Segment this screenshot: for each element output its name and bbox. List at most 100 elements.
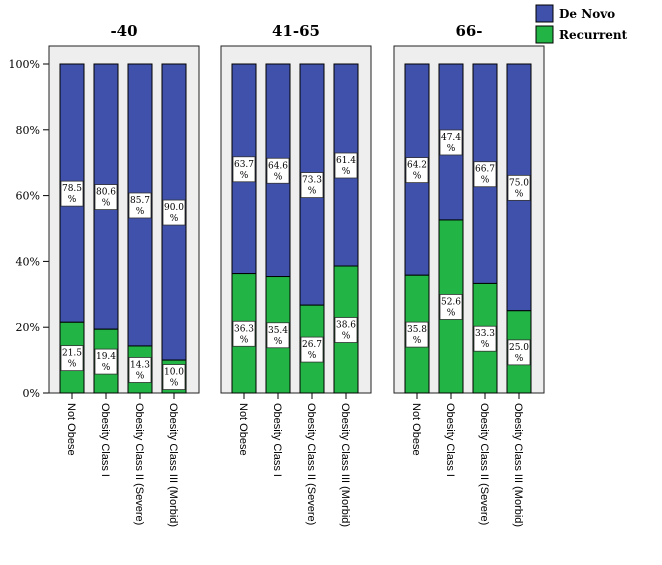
data-label-recurrent-value: 26.7 <box>302 340 322 350</box>
data-label-de-novo-unit: % <box>68 195 77 205</box>
data-label-recurrent-unit: % <box>342 332 351 342</box>
data-label-recurrent-box <box>60 345 84 372</box>
x-tick-label: Obesity Class I <box>99 403 111 477</box>
data-label-recurrent-box <box>405 321 429 348</box>
data-label-recurrent-value: 36.3 <box>234 324 254 334</box>
data-label-recurrent-value: 35.4 <box>268 326 288 336</box>
data-label-recurrent-box <box>232 320 256 347</box>
data-label-de-novo: 47.4% <box>439 129 463 156</box>
data-label-recurrent-unit: % <box>170 379 179 389</box>
x-tick-label: Obesity Class III (Morbid) <box>339 403 351 527</box>
data-label-de-novo: 66.7% <box>473 161 497 188</box>
data-label-de-novo-box <box>300 172 324 198</box>
data-label-recurrent: 38.6% <box>334 317 358 343</box>
data-label-recurrent-box <box>439 294 463 320</box>
data-label-de-novo: 73.3% <box>300 172 324 198</box>
data-label-de-novo-unit: % <box>274 172 283 182</box>
data-label-de-novo-value: 64.2 <box>407 161 427 171</box>
data-label-de-novo: 80.6% <box>94 184 118 210</box>
legend-label: De Novo <box>559 7 615 21</box>
panel: 66-64.2%35.8%Not Obese47.4%52.6%Obesity … <box>393 22 545 527</box>
legend-swatch <box>535 4 554 23</box>
data-label-de-novo-box <box>60 180 84 207</box>
data-label-recurrent: 52.6% <box>439 294 463 320</box>
data-label-recurrent-unit: % <box>274 337 283 347</box>
legend-item: Recurrent <box>535 25 628 44</box>
legend: De Novo Recurrent <box>535 4 628 44</box>
data-label-de-novo-unit: % <box>342 167 351 177</box>
data-label-recurrent-value: 35.8 <box>407 325 427 335</box>
y-tick-label: 40% <box>16 255 40 268</box>
data-label-de-novo-value: 80.6 <box>96 188 116 198</box>
x-tick-label: Not Obese <box>237 403 249 456</box>
y-tick-label: 60% <box>16 190 40 203</box>
data-label-de-novo-unit: % <box>102 199 111 209</box>
data-label-de-novo-value: 61.4 <box>336 156 356 166</box>
data-label-de-novo-value: 78.5 <box>62 184 82 194</box>
data-label-de-novo-unit: % <box>413 172 422 182</box>
data-label-recurrent-unit: % <box>308 351 317 361</box>
data-label-de-novo-value: 64.6 <box>268 161 288 171</box>
data-label-recurrent-unit: % <box>102 363 111 373</box>
data-label-de-novo-box <box>405 157 429 184</box>
data-label-recurrent-value: 14.3 <box>130 360 150 370</box>
legend-swatch <box>535 25 554 44</box>
data-label-recurrent-box <box>128 357 152 383</box>
data-label-recurrent-value: 21.5 <box>62 349 82 359</box>
data-label-recurrent-unit: % <box>515 354 524 364</box>
data-label-recurrent-box <box>162 364 186 390</box>
data-label-recurrent-unit: % <box>481 340 490 350</box>
data-label-recurrent-value: 19.4 <box>96 352 116 362</box>
data-label-de-novo-box <box>232 156 256 183</box>
data-label-de-novo-value: 90.0 <box>164 203 184 213</box>
data-label-de-novo-box <box>507 174 531 201</box>
y-axis: 0% 20% 40% 60% 80% 100% <box>9 58 50 400</box>
y-tick-label: 20% <box>16 321 40 334</box>
data-label-recurrent-box <box>266 322 290 349</box>
legend-item: De Novo <box>535 4 615 23</box>
data-label-recurrent-box <box>300 336 324 363</box>
panel-title: 66- <box>455 22 482 40</box>
data-label-recurrent-value: 38.6 <box>336 321 356 331</box>
x-tick-label: Obesity Class II (Severe) <box>478 403 490 525</box>
data-label-recurrent: 14.3% <box>128 357 152 383</box>
data-label-recurrent-value: 25.0 <box>509 343 529 353</box>
data-label-de-novo-value: 75.0 <box>509 178 529 188</box>
x-tick-label: Obesity Class II (Severe) <box>305 403 317 525</box>
data-label-de-novo: 85.7% <box>128 192 152 219</box>
y-tick-label: 80% <box>16 124 40 137</box>
data-label-de-novo-unit: % <box>515 189 524 199</box>
data-label-de-novo: 75.0% <box>507 174 531 201</box>
data-label-de-novo-unit: % <box>240 171 249 181</box>
data-label-de-novo-box <box>128 192 152 219</box>
data-label-de-novo: 78.5% <box>60 180 84 207</box>
data-label-recurrent-box <box>94 348 118 375</box>
data-label-de-novo: 61.4% <box>334 152 358 179</box>
x-tick-label: Obesity Class II (Severe) <box>133 403 145 525</box>
x-tick-label: Obesity Class III (Morbid) <box>167 403 179 527</box>
data-label-recurrent-unit: % <box>240 335 249 345</box>
legend-label: Recurrent <box>559 28 628 42</box>
data-label-de-novo-box <box>94 184 118 210</box>
data-label-de-novo-value: 85.7 <box>130 196 150 206</box>
data-label-de-novo: 90.0% <box>162 199 186 226</box>
data-label-recurrent-box <box>507 339 531 366</box>
y-tick-label: 100% <box>9 58 40 71</box>
data-label-de-novo-unit: % <box>136 207 145 217</box>
data-label-recurrent: 36.3% <box>232 320 256 347</box>
data-label-recurrent: 35.4% <box>266 322 290 349</box>
data-label-recurrent-value: 33.3 <box>475 329 495 339</box>
data-label-recurrent-unit: % <box>68 360 77 370</box>
data-label-recurrent-unit: % <box>447 308 456 318</box>
x-tick-label: Not Obese <box>65 403 77 456</box>
data-label-recurrent-box <box>473 325 497 352</box>
data-label-recurrent: 26.7% <box>300 336 324 363</box>
data-label-recurrent-unit: % <box>136 371 145 381</box>
data-label-de-novo-unit: % <box>308 187 317 197</box>
data-label-de-novo-unit: % <box>447 144 456 154</box>
data-label-de-novo-unit: % <box>170 214 179 224</box>
data-label-recurrent: 19.4% <box>94 348 118 375</box>
data-label-de-novo-box <box>473 161 497 188</box>
